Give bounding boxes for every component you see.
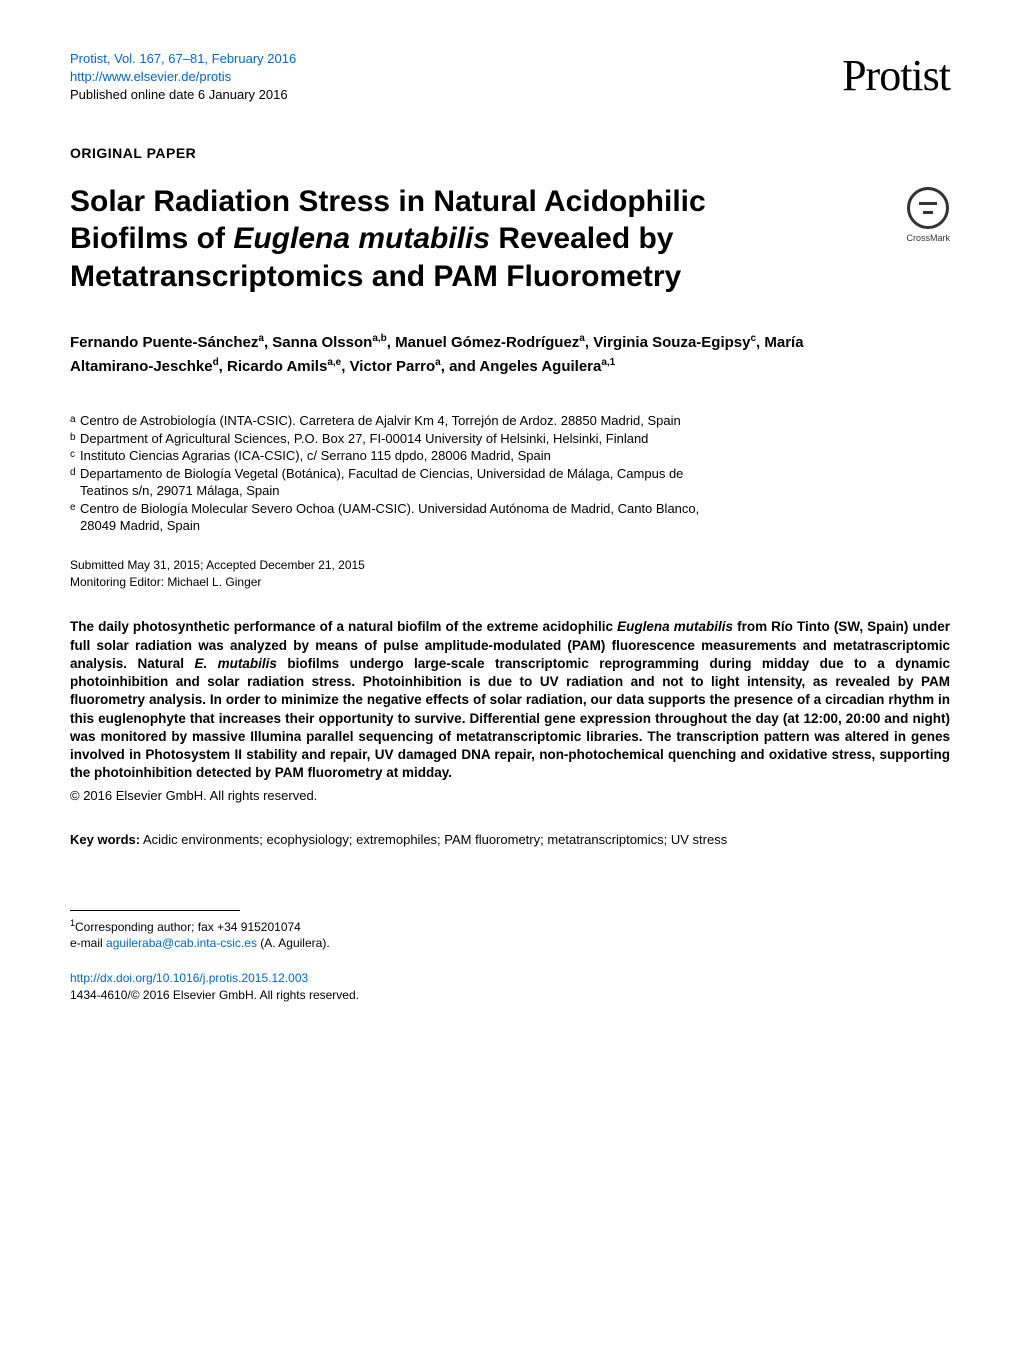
submission-dates: Submitted May 31, 2015; Accepted Decembe… (70, 557, 950, 591)
affiliation-text: Centro de Astrobiología (INTA-CSIC). Car… (80, 412, 710, 430)
affiliation-text: Department of Agricultural Sciences, P.O… (80, 430, 710, 448)
keywords-label: Key words: (70, 832, 140, 847)
monitoring-editor: Monitoring Editor: Michael L. Ginger (70, 574, 950, 591)
keywords-list: Acidic environments; ecophysiology; extr… (140, 832, 727, 847)
published-online: Published online date 6 January 2016 (70, 86, 296, 104)
paper-type: ORIGINAL PAPER (70, 145, 950, 161)
crossmark-label: CrossMark (906, 233, 950, 243)
affiliation-key: d (70, 465, 80, 500)
affiliation-key: a (70, 412, 80, 430)
footnote-email-post: (A. Aguilera). (257, 936, 330, 950)
abstract-copyright: © 2016 Elsevier GmbH. All rights reserve… (70, 788, 950, 803)
affiliation-row: eCentro de Biología Molecular Severo Och… (70, 500, 710, 535)
author-name: Angeles Aguilera (479, 358, 601, 375)
paper-title: Solar Radiation Stress in Natural Acidop… (70, 183, 790, 296)
keywords: Key words: Acidic environments; ecophysi… (70, 831, 950, 849)
doi-block: http://dx.doi.org/10.1016/j.protis.2015.… (70, 970, 950, 1004)
doi-url[interactable]: http://dx.doi.org/10.1016/j.protis.2015.… (70, 970, 950, 987)
abstract-italic-2: E. mutabilis (194, 656, 276, 671)
author-affil-mark: a (435, 357, 441, 368)
submitted-accepted: Submitted May 31, 2015; Accepted Decembe… (70, 557, 950, 574)
affiliation-row: cInstituto Ciencias Agrarias (ICA-CSIC),… (70, 447, 710, 465)
abstract-text-1: The daily photosynthetic performance of … (70, 619, 617, 634)
corresponding-author-footnote: 1Corresponding author; fax +34 915201074… (70, 917, 950, 953)
author-affil-mark: a,e (327, 357, 341, 368)
author-name: Fernando Puente-Sánchez (70, 334, 258, 351)
journal-citation-text: Protist, Vol. 167, 67–81, February 2016 (70, 51, 296, 66)
authors-block: Fernando Puente-Sáncheza, Sanna Olssona,… (70, 331, 830, 378)
author-affil-mark: a,1 (601, 357, 615, 368)
footnote-email-pre: e-mail (70, 936, 106, 950)
issn-copyright: 1434-4610/© 2016 Elsevier GmbH. All righ… (70, 987, 950, 1004)
abstract-italic-1: Euglena mutabilis (617, 619, 733, 634)
author-name: Ricardo Amils (227, 358, 327, 375)
crossmark-badge[interactable]: CrossMark (906, 187, 950, 243)
footnote-fax: Corresponding author; fax +34 915201074 (75, 920, 301, 934)
affiliation-key: c (70, 447, 80, 465)
footnote-divider (70, 910, 240, 911)
affiliation-key: e (70, 500, 80, 535)
author-affil-mark: d (213, 357, 219, 368)
affiliation-row: dDepartamento de Biología Vegetal (Botán… (70, 465, 710, 500)
crossmark-icon (907, 187, 949, 229)
journal-info: Protist, Vol. 167, 67–81, February 2016 … (70, 50, 296, 105)
footnote-line-1: 1Corresponding author; fax +34 915201074 (70, 917, 950, 936)
affiliation-text: Centro de Biología Molecular Severo Ocho… (80, 500, 710, 535)
journal-name: Protist (842, 50, 950, 101)
title-italic: Euglena mutabilis (233, 222, 490, 255)
author-affil-mark: a (258, 333, 264, 344)
journal-url[interactable]: http://www.elsevier.de/protis (70, 68, 296, 86)
author-name: Sanna Olsson (272, 334, 372, 351)
doi-url-text: http://dx.doi.org/10.1016/j.protis.2015.… (70, 971, 308, 985)
journal-url-text: http://www.elsevier.de/protis (70, 69, 231, 84)
affiliation-text: Instituto Ciencias Agrarias (ICA-CSIC), … (80, 447, 710, 465)
abstract: The daily photosynthetic performance of … (70, 618, 950, 782)
author-affil-mark: a (579, 333, 585, 344)
journal-citation: Protist, Vol. 167, 67–81, February 2016 (70, 50, 296, 68)
author-name: Manuel Gómez-Rodríguez (395, 334, 579, 351)
abstract-text-3: biofilms undergo large-scale transcripto… (70, 656, 950, 780)
author-affil-mark: c (750, 333, 756, 344)
footnote-email[interactable]: aguileraba@cab.inta-csic.es (106, 936, 257, 950)
affiliation-text: Departamento de Biología Vegetal (Botáni… (80, 465, 710, 500)
affiliation-key: b (70, 430, 80, 448)
author-affil-mark: a,b (372, 333, 386, 344)
affiliation-row: aCentro de Astrobiología (INTA-CSIC). Ca… (70, 412, 710, 430)
title-row: Solar Radiation Stress in Natural Acidop… (70, 183, 950, 296)
page-header: Protist, Vol. 167, 67–81, February 2016 … (70, 50, 950, 105)
footnote-line-2: e-mail aguileraba@cab.inta-csic.es (A. A… (70, 935, 950, 952)
affiliation-row: bDepartment of Agricultural Sciences, P.… (70, 430, 710, 448)
author-name: Virginia Souza-Egipsy (593, 334, 750, 351)
affiliations-block: aCentro de Astrobiología (INTA-CSIC). Ca… (70, 412, 710, 535)
author-name: Victor Parro (350, 358, 436, 375)
